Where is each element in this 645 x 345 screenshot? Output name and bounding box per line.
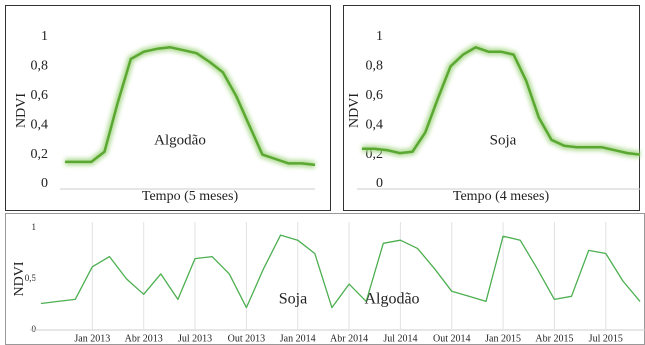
y-tick-label: 0 (32, 324, 37, 334)
x-tick-label: Out 2014 (433, 333, 471, 344)
y-tick-label: 0,6 (366, 88, 384, 103)
annotation: Algodão (364, 291, 419, 308)
y-tick-label: 0 (376, 176, 383, 191)
x-tick-label: Abr 2013 (125, 333, 163, 344)
y-tick-label: 1 (41, 29, 48, 44)
y-tick-label: 0,2 (31, 147, 49, 162)
y-tick-label: 0,4 (31, 117, 49, 132)
x-axis-label: Tempo (4 meses) (453, 189, 550, 204)
y-tick-label: 0,8 (366, 59, 384, 74)
x-axis-label: Tempo (5 meses) (142, 189, 239, 204)
x-tick-label: Jul 2013 (178, 333, 212, 344)
panel-frame (5, 213, 645, 345)
y-axis-label: NDVI (12, 261, 27, 296)
panel-frame (5, 5, 331, 211)
x-tick-label: Abr 2015 (535, 333, 573, 344)
annotation: Soja (279, 291, 307, 308)
panel-frame (343, 5, 640, 211)
x-tick-label: Abr 2014 (330, 333, 368, 344)
y-tick-label: 0 (41, 176, 48, 191)
y-axis-label: NDVI (347, 93, 362, 128)
x-tick-label: Jan 2013 (74, 333, 110, 344)
annotation: Soja (490, 132, 517, 148)
y-tick-label: 1 (32, 222, 37, 232)
y-tick-label: 0,5 (25, 273, 37, 283)
x-tick-label: Jan 2014 (280, 333, 316, 344)
data-line (40, 234, 641, 309)
x-tick-label: Jul 2015 (589, 333, 623, 344)
x-tick-label: Jan 2015 (485, 333, 521, 344)
y-tick-label: 0,4 (366, 117, 384, 132)
annotation: Algodão (154, 132, 206, 148)
y-axis-label: NDVI (14, 93, 29, 128)
x-tick-label: Jul 2014 (383, 333, 417, 344)
y-tick-label: 0,6 (31, 88, 49, 103)
y-tick-label: 0,8 (31, 59, 49, 74)
data-line (65, 46, 316, 167)
data-line (362, 46, 641, 156)
y-tick-label: 1 (376, 29, 383, 44)
x-tick-label: Out 2013 (228, 333, 266, 344)
